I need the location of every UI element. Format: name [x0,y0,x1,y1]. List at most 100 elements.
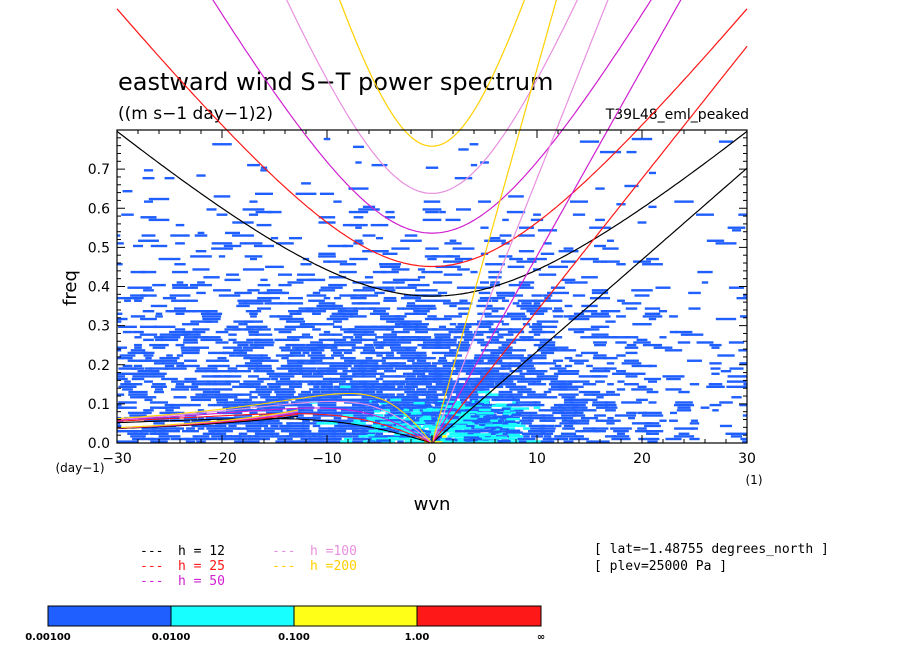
power-cell [242,208,265,211]
power-cell [338,312,358,315]
power-cell [285,429,306,433]
power-cell [134,336,142,339]
power-cell [332,304,343,308]
power-cell [465,380,483,383]
power-cell [269,315,280,318]
power-cell [190,396,212,399]
power-cell [310,356,323,360]
power-cell [362,286,376,289]
power-cell [495,403,506,406]
power-cell [328,338,347,342]
power-cell [257,307,271,310]
power-cell [583,393,596,396]
power-cell [407,359,415,362]
power-cell [568,419,590,422]
power-cell [625,307,638,310]
power-cell [485,263,505,266]
power-cell [354,239,363,242]
power-cell [214,427,230,430]
legend-dash: --- [272,559,295,574]
power-cell [527,338,547,342]
power-cell [481,403,492,407]
power-cell [171,283,189,287]
power-cell [360,338,378,342]
power-cell [449,341,457,344]
power-cell [319,192,335,196]
power-cell [343,377,353,381]
power-cell [297,362,315,365]
power-cell [181,364,200,368]
power-cell [384,289,396,292]
power-cell [322,388,332,391]
power-cell [362,289,376,292]
power-cell [394,412,411,415]
power-cell [497,333,514,336]
power-cell [731,229,742,232]
power-cell [158,336,181,339]
power-cell [446,416,460,420]
power-cell [288,432,303,435]
power-cell [244,328,263,331]
power-cell [643,411,662,415]
power-cell [274,328,296,331]
power-cell [386,351,394,355]
power-cell [644,377,661,381]
power-cell [591,427,609,430]
power-cell [409,412,416,415]
power-cell [237,343,249,347]
power-cell [263,291,286,295]
power-cell [316,304,338,308]
power-cell [488,328,502,331]
power-cell [442,390,464,394]
power-cell [538,346,557,349]
power-cell [333,432,342,435]
power-cell [298,369,314,373]
power-cell [288,296,303,300]
power-cell [402,423,409,426]
power-cell [404,234,418,237]
power-cell [646,257,659,261]
power-cell [548,388,568,391]
power-cell [575,354,583,357]
power-cell [286,359,305,362]
power-cell [531,294,543,297]
power-cell [117,372,138,375]
power-cell [340,343,356,347]
power-cell [319,333,335,336]
power-cell [445,405,463,409]
power-cell [606,362,615,365]
power-cell [215,330,229,334]
power-cell [687,359,702,362]
power-cell [258,437,270,441]
power-cell [280,429,290,433]
power-cell [460,411,468,415]
power-cell [498,328,513,331]
power-cell [428,372,436,375]
power-cell [347,390,370,394]
power-cell [223,375,242,378]
power-cell [637,385,647,389]
power-cell [312,291,321,295]
power-cell [529,432,545,435]
power-cell [521,403,532,407]
power-cell [655,286,671,289]
power-cell [633,341,651,344]
power-cell [180,333,201,336]
power-cell [320,390,334,394]
power-cell [320,286,334,289]
power-cell [142,309,155,313]
power-cell [614,414,628,417]
power-cell [517,299,536,302]
power-cell [256,299,272,302]
power-cell [678,390,690,394]
power-cell [452,415,459,419]
power-cell [474,372,495,375]
power-cell [330,390,345,394]
power-cell [727,226,746,229]
power-cell [493,436,507,439]
power-cell [446,401,461,404]
power-cell [192,435,210,438]
power-cell [245,424,262,428]
power-cell [253,369,275,373]
power-cell [117,296,139,300]
